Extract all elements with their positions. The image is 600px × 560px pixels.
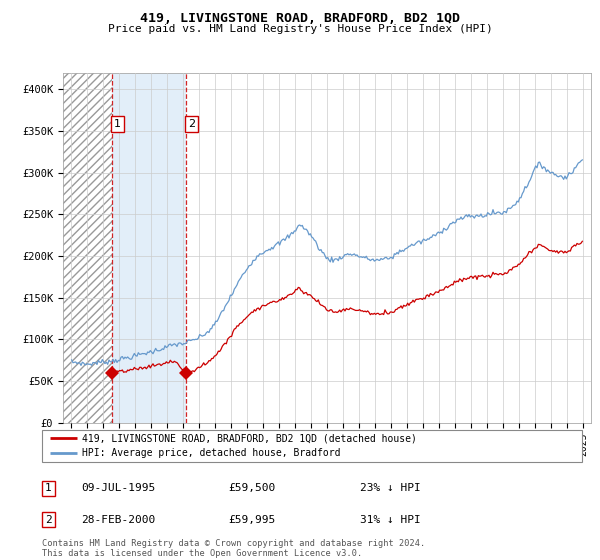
Text: 1: 1 <box>45 483 52 493</box>
Text: 23% ↓ HPI: 23% ↓ HPI <box>360 483 421 493</box>
Text: Price paid vs. HM Land Registry's House Price Index (HPI): Price paid vs. HM Land Registry's House … <box>107 24 493 34</box>
Text: 2: 2 <box>188 119 195 129</box>
Text: 419, LIVINGSTONE ROAD, BRADFORD, BD2 1QD: 419, LIVINGSTONE ROAD, BRADFORD, BD2 1QD <box>140 12 460 25</box>
Bar <box>112 73 185 423</box>
Text: 28-FEB-2000: 28-FEB-2000 <box>81 515 155 525</box>
Text: 31% ↓ HPI: 31% ↓ HPI <box>360 515 421 525</box>
Text: 2: 2 <box>45 515 52 525</box>
Text: HPI: Average price, detached house, Bradford: HPI: Average price, detached house, Brad… <box>83 448 341 458</box>
Bar <box>63 73 112 423</box>
Text: Contains HM Land Registry data © Crown copyright and database right 2024.
This d: Contains HM Land Registry data © Crown c… <box>42 539 425 558</box>
FancyBboxPatch shape <box>42 430 582 462</box>
Text: 419, LIVINGSTONE ROAD, BRADFORD, BD2 1QD (detached house): 419, LIVINGSTONE ROAD, BRADFORD, BD2 1QD… <box>83 433 418 444</box>
Text: 09-JUL-1995: 09-JUL-1995 <box>81 483 155 493</box>
Text: £59,995: £59,995 <box>228 515 275 525</box>
Text: £59,500: £59,500 <box>228 483 275 493</box>
Text: 1: 1 <box>114 119 121 129</box>
